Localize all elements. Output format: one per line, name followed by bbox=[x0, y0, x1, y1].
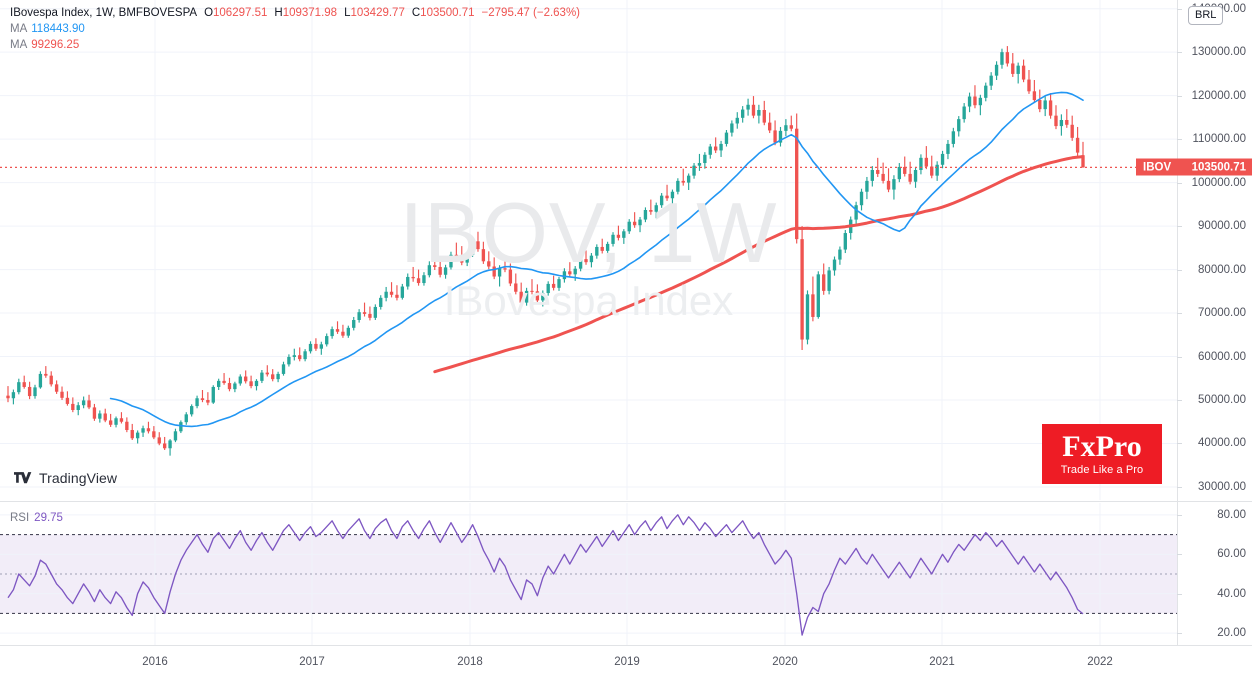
rsi-axis-tick-label: 80.00 bbox=[1217, 508, 1246, 521]
rsi-legend-label: RSI bbox=[10, 512, 30, 524]
legend-ohlc-row: IBovespa Index, 1W, BMFBOVESPA O106297.51… bbox=[10, 6, 580, 21]
tradingview-logo: TradingView bbox=[14, 470, 117, 486]
price-axis-tick-label: 100000.00 bbox=[1191, 176, 1246, 189]
price-axis-tick-label: 120000.00 bbox=[1191, 89, 1246, 102]
chart-legend: IBovespa Index, 1W, BMFBOVESPA O106297.51… bbox=[10, 6, 580, 53]
time-axis-tick-label: 2020 bbox=[772, 656, 798, 668]
tradingview-label: TradingView bbox=[39, 470, 118, 486]
time-axis-tick-label: 2016 bbox=[142, 656, 168, 668]
legend-ma-fast-label: MA bbox=[10, 23, 28, 35]
rsi-axis-tick-label: 40.00 bbox=[1217, 587, 1246, 600]
fxpro-tagline: Trade Like a Pro bbox=[1060, 463, 1144, 476]
price-axis-tick bbox=[1177, 443, 1182, 445]
price-axis-tick bbox=[1177, 486, 1182, 488]
rsi-axis-tick-label: 60.00 bbox=[1217, 548, 1246, 561]
time-axis-tick-label: 2018 bbox=[457, 656, 483, 668]
rsi-plot bbox=[0, 503, 1177, 645]
time-axis-tick-label: 2019 bbox=[614, 656, 640, 668]
price-axis-tick-label: 30000.00 bbox=[1198, 480, 1246, 493]
legend-ma-slow-label: MA bbox=[10, 39, 28, 51]
fxpro-name: FxPro bbox=[1062, 429, 1142, 463]
price-axis-tick-label: 110000.00 bbox=[1192, 133, 1246, 146]
legend-close-label: C bbox=[411, 7, 421, 19]
price-axis-tick-label: 50000.00 bbox=[1198, 394, 1246, 406]
time-axis-tick-label: 2022 bbox=[1087, 656, 1113, 668]
price-axis-tick-label: 60000.00 bbox=[1198, 350, 1246, 363]
price-axis-tick bbox=[1177, 400, 1182, 401]
rsi-axis-tick bbox=[1177, 554, 1182, 556]
currency-badge[interactable]: BRL bbox=[1188, 6, 1224, 25]
axis-divider bbox=[1177, 0, 1178, 645]
rsi-axis-tick bbox=[1177, 633, 1182, 635]
price-axis-tick bbox=[1177, 139, 1182, 141]
price-axis-tick bbox=[1177, 313, 1182, 315]
price-axis-tick bbox=[1177, 356, 1182, 358]
legend-close-value: 103500.71 bbox=[420, 7, 475, 19]
legend-high-value: 109371.98 bbox=[282, 7, 338, 19]
pane-divider bbox=[0, 501, 1252, 502]
legend-symbol[interactable]: IBovespa Index, 1W, BMFBOVESPA bbox=[10, 7, 198, 19]
time-axis-tick-label: 2017 bbox=[299, 656, 325, 668]
price-axis-tick bbox=[1177, 95, 1182, 97]
legend-open-value: 106297.51 bbox=[213, 7, 268, 19]
legend-low-value: 103429.77 bbox=[350, 7, 405, 19]
time-axis-tick-label: 2021 bbox=[929, 656, 955, 668]
price-axis-tick bbox=[1177, 8, 1182, 10]
rsi-legend-value: 29.75 bbox=[34, 512, 63, 524]
price-axis-tick-label: 80000.00 bbox=[1198, 263, 1246, 276]
rsi-axis-tick bbox=[1177, 514, 1182, 516]
price-axis-tick bbox=[1177, 226, 1182, 228]
legend-ma-fast-row[interactable]: MA 118443.90 bbox=[10, 22, 580, 37]
price-pane[interactable] bbox=[0, 0, 1177, 500]
current-price-label: 103500.71 bbox=[1178, 158, 1252, 176]
legend-high-label: H bbox=[274, 7, 283, 19]
legend-ma-slow-value: 99296.25 bbox=[31, 39, 80, 51]
price-axis-tick bbox=[1177, 182, 1182, 184]
rsi-axis-tick bbox=[1177, 593, 1182, 595]
tradingview-icon bbox=[14, 471, 32, 483]
fxpro-logo: FxPro Trade Like a Pro bbox=[1042, 424, 1162, 484]
rsi-axis-tick-label: 20.00 bbox=[1217, 627, 1246, 640]
legend-change: −2795.47 (−2.63%) bbox=[481, 7, 581, 19]
price-axis-tick-label: 70000.00 bbox=[1198, 307, 1246, 320]
legend-ma-slow-row[interactable]: MA 99296.25 bbox=[10, 38, 580, 53]
symbol-price-tag: IBOV bbox=[1136, 158, 1179, 176]
price-axis-tick bbox=[1177, 52, 1182, 54]
legend-low-label: L bbox=[344, 7, 351, 19]
rsi-legend[interactable]: RSI 29.75 bbox=[10, 512, 63, 524]
rsi-pane[interactable] bbox=[0, 503, 1177, 645]
time-axis[interactable]: 2016 2017 2018 2019 2020 2021 2022 bbox=[0, 645, 1252, 680]
price-axis-tick-label: 90000.00 bbox=[1198, 220, 1246, 233]
price-axis-tick-label: 130000.00 bbox=[1191, 46, 1246, 59]
price-axis[interactable]: 140000.00130000.00120000.00110000.001000… bbox=[1177, 0, 1252, 645]
price-axis-tick-label: 40000.00 bbox=[1198, 437, 1246, 450]
price-plot bbox=[0, 0, 1177, 500]
legend-open-label: O bbox=[204, 7, 214, 19]
price-axis-tick bbox=[1177, 269, 1182, 271]
legend-ma-fast-value: 118443.90 bbox=[31, 23, 85, 35]
